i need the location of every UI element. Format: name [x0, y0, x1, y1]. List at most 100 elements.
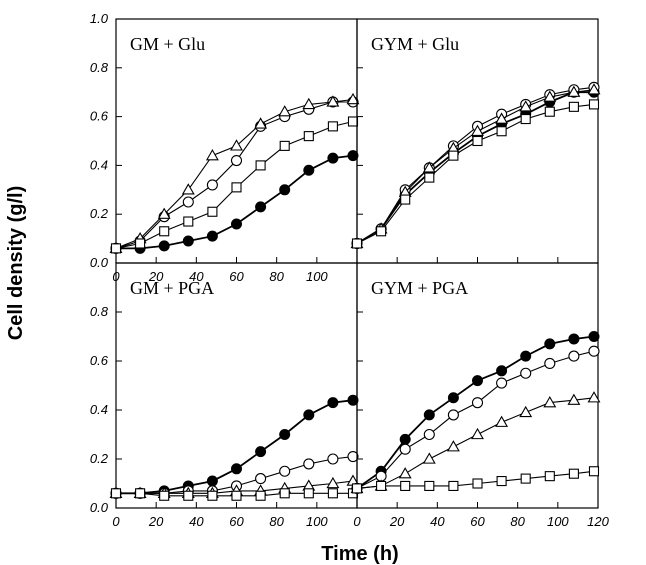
data-point — [347, 150, 359, 162]
x-tick-label: 20 — [148, 514, 164, 529]
data-point — [159, 490, 170, 501]
data-point — [376, 226, 387, 237]
data-point — [327, 397, 339, 409]
series-open-square — [351, 466, 600, 494]
data-point — [519, 100, 533, 112]
x-tick-label: 80 — [269, 514, 284, 529]
data-point — [496, 365, 508, 377]
x-tick-label: 60 — [229, 514, 244, 529]
data-point — [448, 480, 459, 492]
data-point — [588, 331, 600, 342]
data-point — [206, 230, 218, 242]
y-tick-label: 0.8 — [90, 304, 109, 319]
panel-4: 0 20 40 60 80 100 120 GYM + PGA — [350, 262, 610, 529]
data-point — [347, 394, 359, 406]
y-tick-label: 0.2 — [90, 451, 109, 466]
series-line — [356, 335, 595, 490]
data-point — [447, 409, 459, 421]
data-point — [351, 483, 363, 494]
x-tick-label: 100 — [306, 269, 328, 284]
data-point — [544, 338, 556, 350]
data-point — [448, 150, 459, 161]
data-point — [496, 377, 508, 389]
x-tick-label: 0 — [353, 514, 361, 529]
series-open-circle — [351, 345, 600, 494]
data-point — [496, 126, 507, 137]
panel-title: GM + PGA — [130, 278, 214, 298]
series-line — [116, 154, 354, 250]
data-point — [159, 226, 170, 237]
y-tick-label: 0.2 — [90, 206, 109, 221]
x-tick-label: 40 — [430, 514, 445, 529]
data-point — [520, 367, 532, 379]
data-point — [346, 92, 360, 105]
data-point — [231, 218, 242, 230]
data-point — [472, 375, 483, 387]
data-point — [520, 350, 532, 362]
data-point — [303, 409, 315, 421]
data-point — [230, 154, 243, 167]
data-point — [230, 139, 243, 151]
data-point — [520, 113, 531, 125]
data-point — [326, 476, 340, 489]
data-point — [544, 357, 556, 370]
data-point — [544, 471, 555, 482]
data-point — [302, 97, 316, 110]
x-tick-label: 100 — [547, 514, 569, 529]
data-point — [303, 164, 315, 176]
data-point — [543, 396, 557, 408]
x-tick-label: 20 — [148, 269, 164, 284]
data-point — [135, 488, 146, 499]
data-point — [231, 182, 242, 193]
y-tick-label: 0.0 — [90, 500, 109, 515]
data-point — [303, 458, 315, 470]
y-tick-label: 1.0 — [90, 11, 109, 26]
data-point — [446, 440, 460, 452]
panel-2: GYM + Glu — [350, 18, 601, 264]
data-point — [110, 243, 122, 254]
data-point — [568, 350, 580, 362]
data-point — [587, 83, 601, 95]
series-line — [356, 91, 594, 245]
data-point — [255, 446, 267, 458]
x-tick-label: 40 — [189, 269, 204, 284]
data-point — [303, 488, 314, 499]
y-tick-label: 0.6 — [90, 353, 109, 368]
data-point — [327, 488, 338, 499]
series-filled-circle — [351, 86, 600, 249]
y-tick-label: 0.8 — [90, 60, 109, 75]
data-point — [587, 391, 601, 403]
data-point — [351, 238, 363, 249]
data-point — [279, 140, 290, 151]
series-line — [356, 350, 595, 489]
panel-title: GM + Glu — [130, 34, 205, 54]
series-open-circle — [351, 81, 600, 250]
series-filled-circle — [351, 331, 600, 494]
data-point — [182, 235, 194, 247]
x-tick-label: 60 — [229, 269, 244, 284]
data-point — [399, 433, 411, 445]
x-tick-label: 80 — [269, 269, 284, 284]
data-point — [183, 490, 194, 501]
data-point — [398, 467, 412, 479]
data-point — [568, 468, 579, 479]
y-tick-label: 0.6 — [90, 109, 109, 124]
data-point — [157, 207, 171, 219]
data-point — [543, 90, 557, 102]
data-point — [376, 480, 387, 492]
panels: 0.0 0.2 0.4 0.6 0.8 1.0 0 20 40 60 80 100 GM + Glu GY… — [90, 11, 610, 529]
data-point — [158, 240, 170, 252]
data-point — [471, 427, 484, 440]
data-point — [183, 216, 194, 227]
data-point — [327, 453, 339, 465]
series-line — [356, 89, 595, 244]
data-point — [326, 95, 340, 107]
data-point — [255, 160, 266, 171]
data-point — [279, 429, 291, 440]
data-point — [567, 393, 581, 405]
data-point — [327, 121, 338, 132]
data-point — [567, 85, 581, 97]
series-line — [116, 399, 354, 495]
data-point — [181, 183, 195, 195]
